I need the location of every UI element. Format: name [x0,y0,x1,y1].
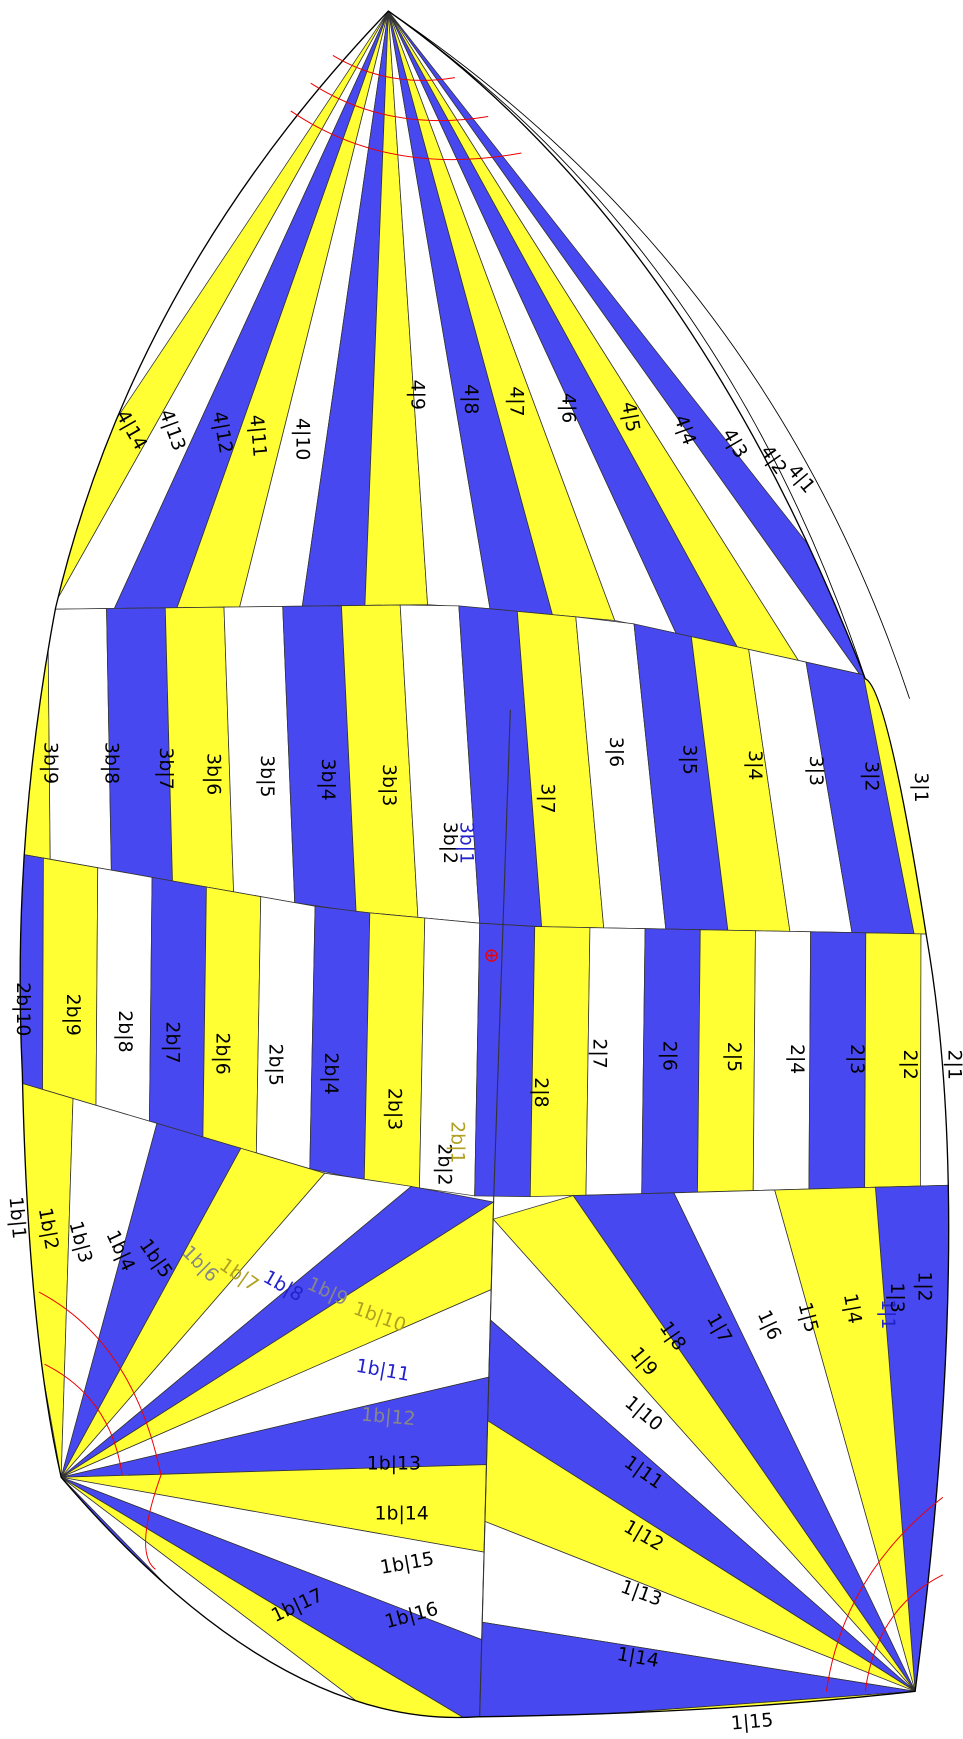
panel [255,896,316,1170]
panel-label: 2b|7 [162,1021,183,1063]
panel-label: 1|15 [730,1710,774,1735]
panel-label: 1b|13 [367,1453,421,1474]
panel-label: 2b|4 [320,1052,341,1094]
panel-label: 4|11 [245,414,270,458]
panel-label: 3b|2 [439,822,460,864]
panel-label: 1b|12 [360,1405,416,1431]
panel-label: 3|4 [744,750,765,780]
panel-label: 3|5 [678,745,699,775]
panel [149,876,207,1138]
panel-label: 1|2 [914,1271,935,1301]
panel-label: 2b|10 [12,982,33,1036]
sail-outline [19,10,950,1719]
panel-label: 2b|1 [447,1121,468,1163]
panel [47,608,112,871]
panel-label: 4|5 [617,400,643,434]
panel-label: 2|1 [943,1050,963,1080]
panel [95,867,153,1122]
panel [874,1690,949,1718]
panel-label: 3b|9 [40,742,61,784]
panel-label: 2b|9 [62,994,83,1036]
panel-label: 4|7 [505,386,526,416]
panel-label: 1b|1 [5,1196,30,1240]
panel-label: 2|3 [846,1044,867,1074]
panel-label: 3b|3 [378,764,399,806]
panel-label: 3|7 [536,783,557,813]
panel-label: 1|1 [877,1299,898,1329]
panel-label: 4|8 [460,384,481,414]
center-seam [478,709,511,1718]
panel-label: 3|2 [860,761,881,791]
panel-label: 4|6 [558,393,579,423]
panel-label: 3b|8 [101,742,122,784]
panel [363,912,426,1189]
panel-label: 3b|7 [155,747,176,789]
panel [529,926,591,1198]
leech-line [388,10,911,699]
panel-label: 2b|8 [114,1010,135,1052]
panel-label: 3|6 [605,737,626,767]
panel-label: 3b|5 [256,755,277,797]
panel [20,608,51,860]
panel-label: 3|3 [805,756,826,786]
panel-label: 2|8 [530,1077,551,1107]
panel-label: 2b|2 [433,1143,454,1185]
center-mark: ⊕ [484,946,500,967]
panel-label: 3b|6 [203,753,224,795]
panel-label: 2b|3 [383,1088,404,1130]
panel-label: 2b|6 [211,1032,232,1074]
panel-label: 3b|1 [455,822,476,864]
panel-label: 1b|14 [375,1503,429,1524]
panel-label: 4|10 [291,418,312,460]
panel [20,1073,74,1478]
panel-label: 1|4 [839,1292,865,1326]
panel-label: 2|7 [589,1038,610,1068]
panel-label: 3|1 [910,772,931,802]
panel-label: 2|5 [723,1042,744,1072]
panel-label: 3b|4 [317,759,338,801]
panel-label: 2|2 [899,1050,920,1080]
panel-label: 4|9 [407,380,428,410]
panel [309,905,371,1181]
panel-label: 2|6 [658,1041,679,1071]
panel-label: 1|3 [886,1282,907,1312]
panels [20,11,949,1718]
panel-label: 2|4 [786,1044,807,1074]
panel [202,886,262,1154]
reinforcements [38,55,944,1692]
panel-label: 2b|5 [265,1044,286,1086]
panel [42,857,99,1106]
